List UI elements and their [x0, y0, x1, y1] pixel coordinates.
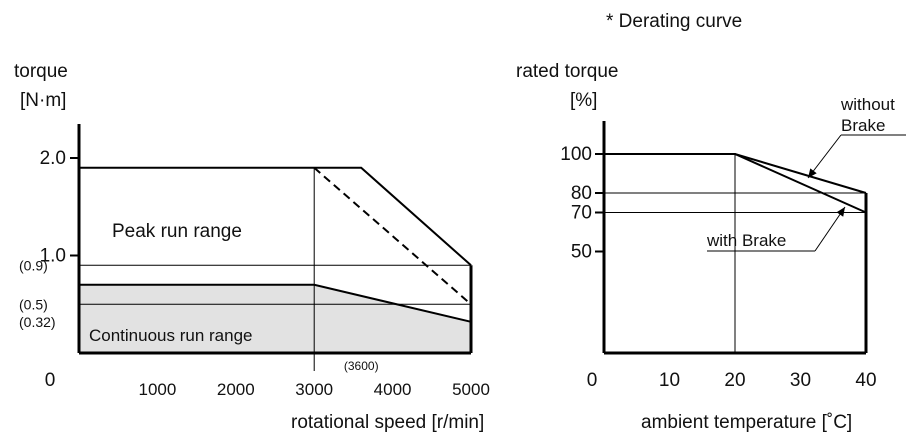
speed-tick-label: 3000: [295, 380, 333, 399]
speed-tick-label: 4000: [374, 380, 412, 399]
torque-extra-tick-label: (0.5): [19, 296, 48, 312]
torque-tick-label: 2.0: [40, 148, 66, 169]
peak-run-label: Peak run range: [112, 221, 242, 242]
without-brake-label-2: Brake: [841, 116, 885, 135]
temperature-tick-label: 0: [587, 370, 598, 391]
temperature-x-label: ambient temperature [˚C]: [641, 412, 852, 433]
temperature-tick-label: 30: [790, 370, 811, 391]
torque-tick-label: 1.0: [40, 246, 66, 267]
temperature-tick-label: 10: [659, 370, 680, 391]
rated-torque-y-unit: [%]: [570, 90, 597, 111]
rated-torque-tick-label: 100: [560, 144, 592, 165]
rated-torque-tick-label: 80: [571, 183, 592, 204]
without-brake-label-1: without: [840, 95, 895, 114]
torque-extra-tick-label: (0.32): [19, 314, 56, 330]
continuous-torque-curve: [79, 283, 472, 323]
page-note: * Derating curve: [606, 11, 742, 32]
temperature-tick-label: 40: [855, 370, 876, 391]
with-brake-leader: [814, 206, 846, 252]
speed-extra-tick-label: (3600): [344, 359, 379, 373]
rated-torque-tick-label: 50: [571, 242, 592, 263]
speed-tick-label: 1000: [138, 380, 176, 399]
torque-speed-chart: 1000 2000 3000 4000 5000 (3600) 2.0 1.0(0.9) (0…: [14, 61, 490, 433]
speed-x-label: rotational speed [r/min]: [291, 412, 484, 433]
temperature-tick-label: 20: [724, 370, 745, 391]
torque-y-unit: [N·m]: [20, 90, 66, 111]
rated-torque-tick-label: 70: [571, 203, 592, 224]
with-brake-series: [604, 153, 867, 214]
peak-torque-dashed: [313, 167, 472, 306]
torque-y-label: torque: [14, 61, 68, 82]
without-brake-leader: [807, 134, 842, 179]
torque-extra-tick-label: (0.9): [19, 257, 48, 273]
speed-tick-label: 2000: [217, 380, 255, 399]
rated-torque-y-label: rated torque: [516, 61, 618, 82]
speed-tick-label: 5000: [452, 380, 490, 399]
torque-origin-label: 0: [45, 370, 56, 391]
continuous-run-label: Continuous run range: [89, 326, 253, 345]
continuous-run-area: [79, 284, 471, 353]
with-brake-label: with Brake: [706, 231, 786, 250]
peak-torque-curve: [79, 166, 472, 267]
